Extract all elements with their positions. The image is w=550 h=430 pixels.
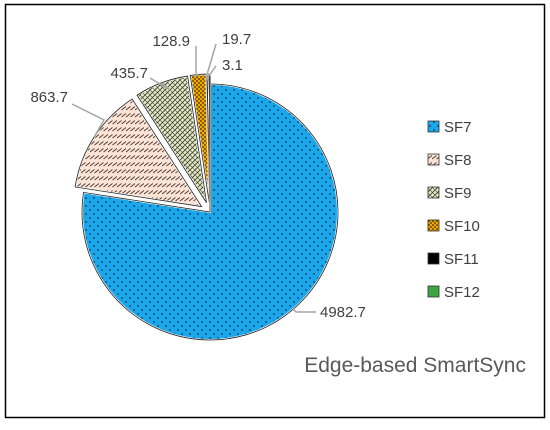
chart-title: Edge-based SmartSync bbox=[304, 354, 526, 377]
legend-label-sf9: SF9 bbox=[444, 185, 472, 202]
data-label-sf11: 19.7 bbox=[222, 31, 251, 48]
legend-label-sf11: SF11 bbox=[444, 251, 479, 268]
legend-label-sf10: SF10 bbox=[444, 218, 480, 235]
legend-label-sf12: SF12 bbox=[444, 284, 480, 301]
data-label-sf12: 3.1 bbox=[222, 57, 243, 74]
legend-swatch-sf7 bbox=[428, 121, 439, 132]
legend-label-sf7: SF7 bbox=[444, 119, 472, 136]
legend-label-sf8: SF8 bbox=[444, 152, 472, 169]
data-label-sf9: 435.7 bbox=[110, 65, 148, 82]
legend-swatch-sf11 bbox=[428, 253, 439, 264]
data-label-sf10: 128.9 bbox=[152, 33, 190, 50]
legend-swatch-sf8 bbox=[428, 154, 439, 165]
data-label-sf7: 4982.7 bbox=[320, 304, 366, 321]
legend-swatch-sf10 bbox=[428, 220, 439, 231]
data-label-sf8: 863.7 bbox=[30, 89, 68, 106]
legend-swatch-sf9 bbox=[428, 187, 439, 198]
legend-swatch-sf12 bbox=[428, 286, 439, 297]
